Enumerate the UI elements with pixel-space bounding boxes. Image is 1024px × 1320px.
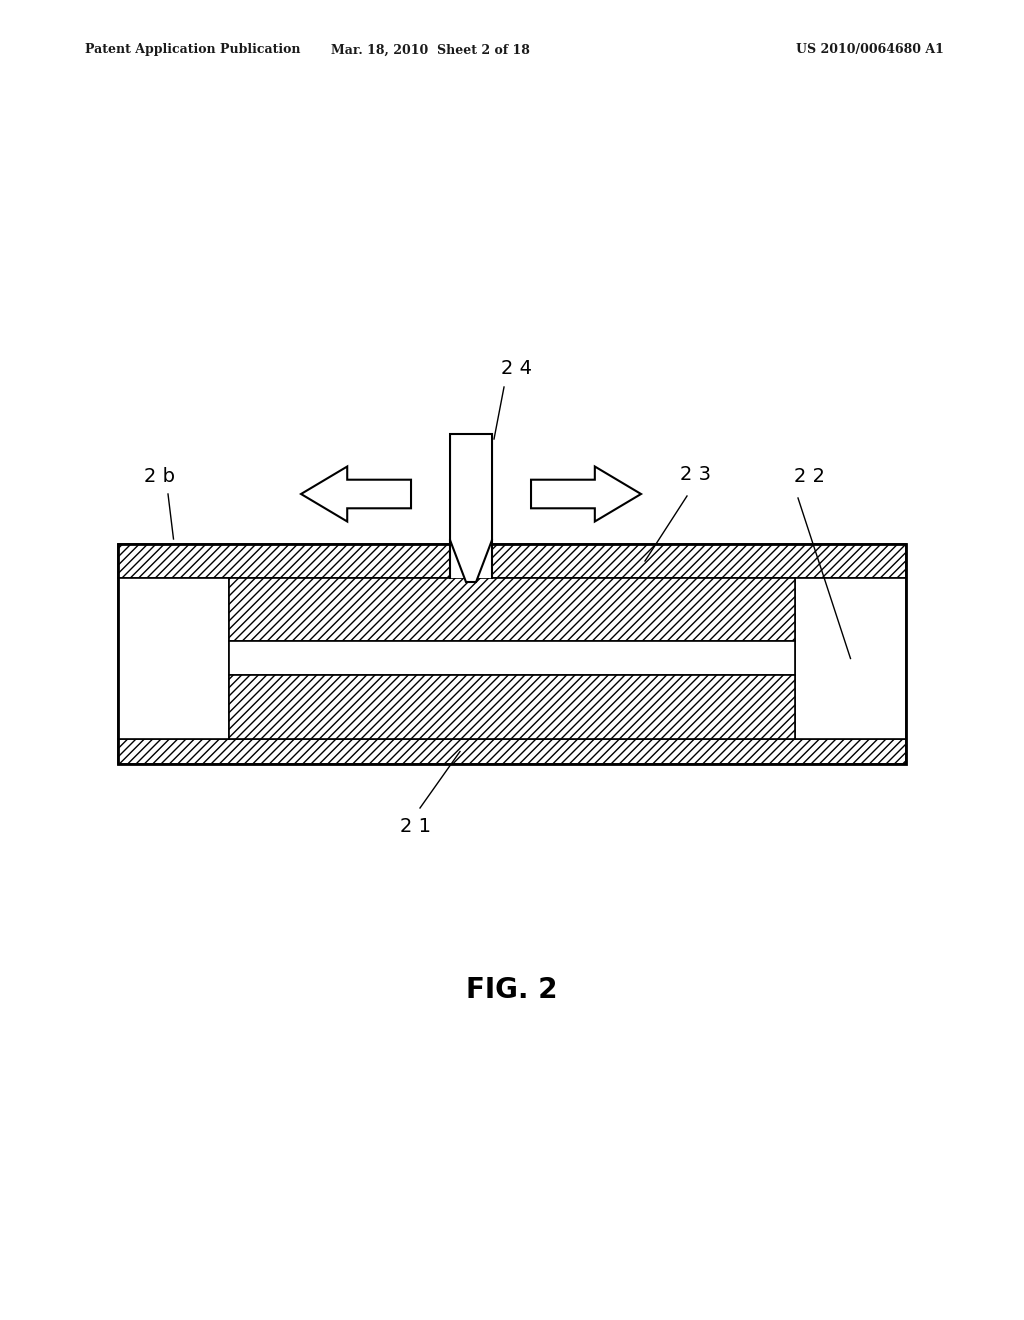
Bar xyxy=(229,675,795,739)
Text: 2 1: 2 1 xyxy=(399,817,430,836)
Text: 2 3: 2 3 xyxy=(680,465,711,483)
Bar xyxy=(118,578,229,739)
Polygon shape xyxy=(531,466,641,521)
Polygon shape xyxy=(301,466,411,521)
Bar xyxy=(118,544,906,578)
Text: FIG. 2: FIG. 2 xyxy=(466,975,558,1005)
Bar xyxy=(118,544,906,764)
Polygon shape xyxy=(450,434,492,582)
Text: Mar. 18, 2010  Sheet 2 of 18: Mar. 18, 2010 Sheet 2 of 18 xyxy=(331,44,529,57)
Bar xyxy=(229,642,795,675)
Bar xyxy=(118,739,906,764)
Text: 2 4: 2 4 xyxy=(501,359,531,379)
Text: 2 b: 2 b xyxy=(144,466,175,486)
Bar xyxy=(795,578,906,739)
Bar xyxy=(229,578,795,642)
Text: US 2010/0064680 A1: US 2010/0064680 A1 xyxy=(796,44,944,57)
Text: 2 2: 2 2 xyxy=(795,466,825,486)
Bar xyxy=(450,544,492,578)
Text: Patent Application Publication: Patent Application Publication xyxy=(85,44,300,57)
